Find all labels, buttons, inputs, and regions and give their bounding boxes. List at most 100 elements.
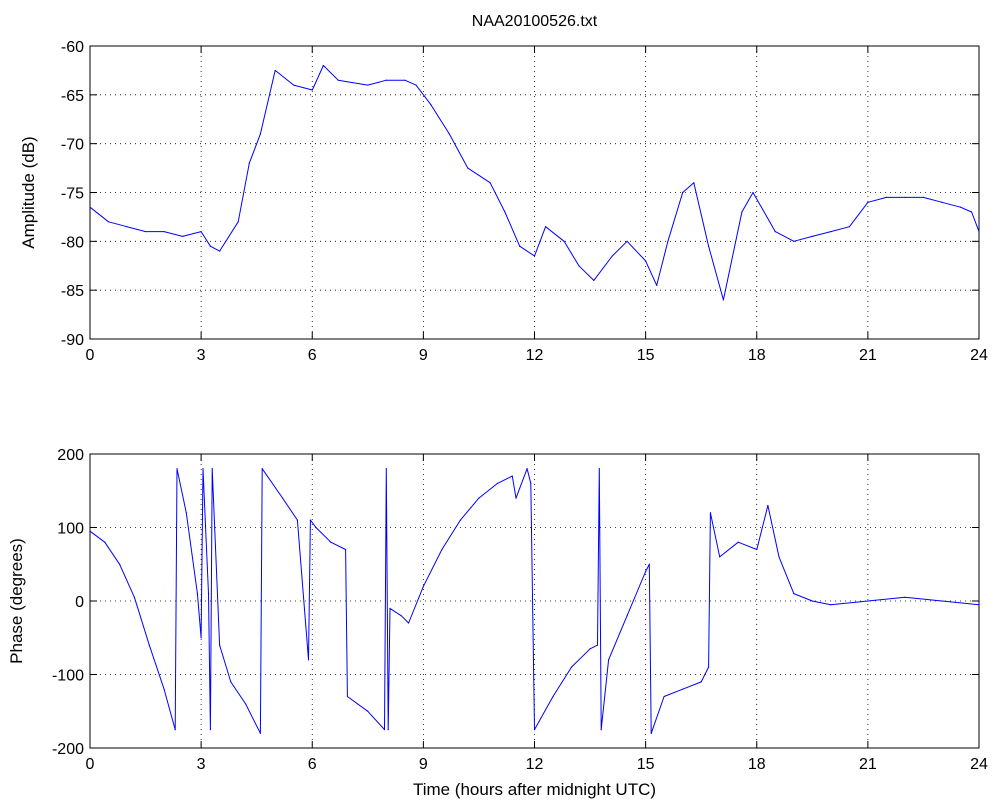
amplitude-x-tick-label: 0 bbox=[86, 347, 95, 364]
phase-data-point bbox=[441, 548, 443, 551]
amplitude-y-tick-label: -90 bbox=[61, 332, 84, 349]
amplitude-y-tick-label: -85 bbox=[61, 283, 84, 300]
phase-data-point bbox=[511, 475, 513, 477]
amplitude-x-tick-label: 9 bbox=[419, 347, 428, 364]
amplitude-data-point bbox=[163, 230, 165, 233]
amplitude-data-point bbox=[978, 230, 980, 233]
amplitude-data-point bbox=[533, 255, 536, 257]
amplitude-x-tick-label: 12 bbox=[526, 347, 544, 364]
phase-data-point bbox=[978, 604, 980, 606]
phase-y-tick-label: -100 bbox=[52, 668, 84, 685]
phase-data-point bbox=[309, 519, 311, 521]
phase-data-point bbox=[867, 600, 869, 602]
amplitude-data-point bbox=[237, 221, 239, 223]
phase-data-point bbox=[496, 482, 499, 484]
phase-x-tick-label: 6 bbox=[308, 756, 317, 773]
amplitude-y-tick-label: -75 bbox=[61, 186, 84, 203]
amplitude-data-point bbox=[830, 230, 832, 233]
amplitude-data-point bbox=[209, 245, 211, 247]
phase-data-point bbox=[346, 695, 349, 698]
phase-data-point bbox=[133, 596, 136, 598]
amplitude-data-point bbox=[722, 299, 725, 301]
amplitude-data-point bbox=[337, 79, 339, 81]
phase-data-point bbox=[600, 729, 602, 731]
amplitude-data-point bbox=[385, 79, 387, 81]
phase-data-point bbox=[244, 703, 247, 705]
phase-data-point bbox=[344, 548, 347, 551]
phase-data-point bbox=[650, 732, 652, 734]
amplitude-data-point bbox=[667, 240, 669, 242]
phase-data-point bbox=[778, 556, 780, 558]
phase-data-point bbox=[383, 729, 386, 731]
phase-data-point bbox=[596, 644, 599, 646]
amplitude-data-point bbox=[593, 279, 595, 281]
amplitude-data-point bbox=[126, 226, 128, 228]
phase-y-tick-label: 100 bbox=[57, 521, 84, 538]
phase-data-point bbox=[530, 482, 532, 484]
amplitude-data-point bbox=[545, 226, 547, 228]
phase-data-point bbox=[552, 695, 554, 698]
amplitude-data-point bbox=[656, 284, 658, 286]
amplitude-y-tick-label: -80 bbox=[61, 234, 84, 251]
amplitude-data-point bbox=[959, 206, 962, 208]
amplitude-data-point bbox=[89, 206, 91, 208]
phase-data-point bbox=[700, 681, 702, 683]
amplitude-data-point bbox=[219, 250, 221, 252]
amplitude-data-point bbox=[752, 191, 754, 194]
amplitude-data-point bbox=[489, 182, 491, 184]
amplitude-panel: 0 3 6 9 12 15 18 21 24 -90 -85 -80 -75 -70 -65 -60 NAA20… bbox=[19, 13, 988, 364]
amplitude-data-point bbox=[645, 260, 647, 262]
phase-y-tick-label: -200 bbox=[52, 741, 84, 758]
phase-data-point bbox=[174, 729, 176, 731]
phase-data-point bbox=[230, 681, 232, 683]
amplitude-data-point bbox=[200, 230, 202, 233]
phase-data-point bbox=[719, 556, 721, 558]
amplitude-x-tick-label: 6 bbox=[308, 347, 317, 364]
phase-data-point bbox=[607, 659, 610, 661]
phase-data-point bbox=[207, 593, 210, 595]
phase-data-point bbox=[811, 600, 813, 602]
amplitude-x-tick-label: 3 bbox=[197, 347, 206, 364]
phase-data-point bbox=[307, 659, 310, 661]
phase-data-point bbox=[648, 563, 650, 565]
amplitude-data-point bbox=[182, 235, 184, 238]
phase-data-point bbox=[104, 541, 106, 543]
amplitude-data-point bbox=[693, 182, 695, 184]
amplitude-y-tick-label: -60 bbox=[61, 39, 84, 56]
phase-data-point bbox=[459, 519, 462, 521]
phase-data-point bbox=[315, 526, 317, 529]
amplitude-data-point bbox=[922, 196, 925, 198]
phase-data-point bbox=[407, 622, 410, 624]
phase-data-point bbox=[219, 644, 221, 646]
amplitude-data-point bbox=[293, 84, 295, 86]
phase-data-point bbox=[209, 729, 211, 731]
phase-data-point bbox=[904, 596, 906, 598]
amplitude-data-point bbox=[563, 240, 565, 242]
amplitude-chart-title: NAA20100526.txt bbox=[472, 13, 598, 30]
phase-x-axis-label: Time (hours after midnight UTC) bbox=[413, 780, 656, 799]
amplitude-data-point bbox=[504, 211, 506, 213]
amplitude-data-point bbox=[904, 196, 906, 198]
phase-data-point bbox=[367, 710, 369, 712]
amplitude-data-point bbox=[467, 167, 469, 169]
phase-data-point bbox=[196, 593, 199, 595]
amplitude-data-point bbox=[885, 196, 887, 198]
amplitude-data-point bbox=[248, 162, 250, 164]
phase-data-point bbox=[163, 688, 165, 690]
amplitude-data-point bbox=[611, 255, 613, 257]
amplitude-data-point bbox=[144, 230, 147, 233]
phase-x-tick-label: 24 bbox=[970, 756, 988, 773]
amplitude-data-point bbox=[682, 191, 684, 194]
amplitude-data-point bbox=[793, 240, 795, 242]
phase-x-tick-label: 0 bbox=[86, 756, 95, 773]
phase-x-tick-label: 12 bbox=[526, 756, 544, 773]
phase-y-tick-label: 200 bbox=[57, 447, 84, 464]
amplitude-data-point bbox=[578, 265, 580, 267]
phase-data-point bbox=[526, 468, 528, 470]
phase-data-point bbox=[598, 468, 600, 470]
amplitude-data-point bbox=[519, 245, 521, 247]
phase-x-tick-label: 15 bbox=[637, 756, 655, 773]
phase-data-point bbox=[400, 615, 402, 617]
amplitude-y-tick-label: -70 bbox=[61, 137, 84, 154]
amplitude-x-tick-label: 24 bbox=[970, 347, 988, 364]
